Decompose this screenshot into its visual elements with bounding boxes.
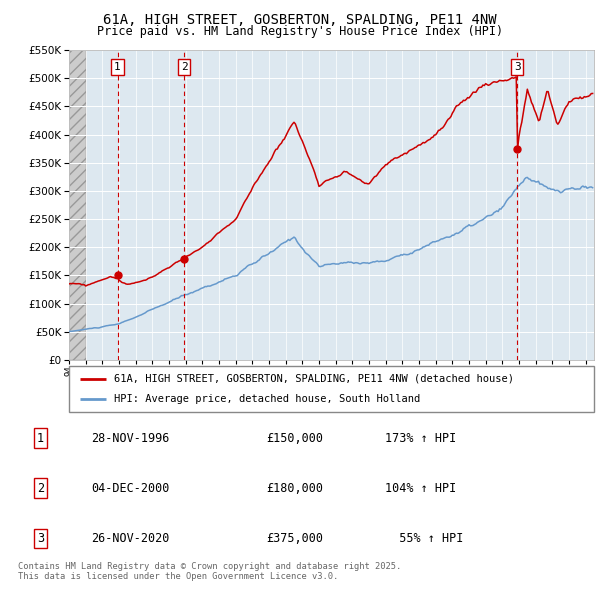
Text: 28-NOV-1996: 28-NOV-1996 bbox=[91, 431, 170, 445]
Bar bbox=[69, 50, 86, 360]
Text: 173% ↑ HPI: 173% ↑ HPI bbox=[385, 431, 456, 445]
Text: 61A, HIGH STREET, GOSBERTON, SPALDING, PE11 4NW: 61A, HIGH STREET, GOSBERTON, SPALDING, P… bbox=[103, 13, 497, 27]
Text: Price paid vs. HM Land Registry's House Price Index (HPI): Price paid vs. HM Land Registry's House … bbox=[97, 25, 503, 38]
Text: 2: 2 bbox=[37, 481, 44, 495]
Text: 104% ↑ HPI: 104% ↑ HPI bbox=[385, 481, 456, 495]
Text: Contains HM Land Registry data © Crown copyright and database right 2025.
This d: Contains HM Land Registry data © Crown c… bbox=[18, 562, 401, 581]
Text: HPI: Average price, detached house, South Holland: HPI: Average price, detached house, Sout… bbox=[113, 394, 420, 404]
Text: 61A, HIGH STREET, GOSBERTON, SPALDING, PE11 4NW (detached house): 61A, HIGH STREET, GOSBERTON, SPALDING, P… bbox=[113, 373, 514, 384]
Text: 3: 3 bbox=[37, 532, 44, 545]
Text: 1: 1 bbox=[37, 431, 44, 445]
Text: £180,000: £180,000 bbox=[266, 481, 323, 495]
Text: £375,000: £375,000 bbox=[266, 532, 323, 545]
Text: £150,000: £150,000 bbox=[266, 431, 323, 445]
Text: 04-DEC-2000: 04-DEC-2000 bbox=[91, 481, 170, 495]
Text: 3: 3 bbox=[514, 62, 521, 72]
Text: 55% ↑ HPI: 55% ↑ HPI bbox=[385, 532, 463, 545]
Text: 1: 1 bbox=[114, 62, 121, 72]
Text: 26-NOV-2020: 26-NOV-2020 bbox=[91, 532, 170, 545]
Text: 2: 2 bbox=[181, 62, 188, 72]
